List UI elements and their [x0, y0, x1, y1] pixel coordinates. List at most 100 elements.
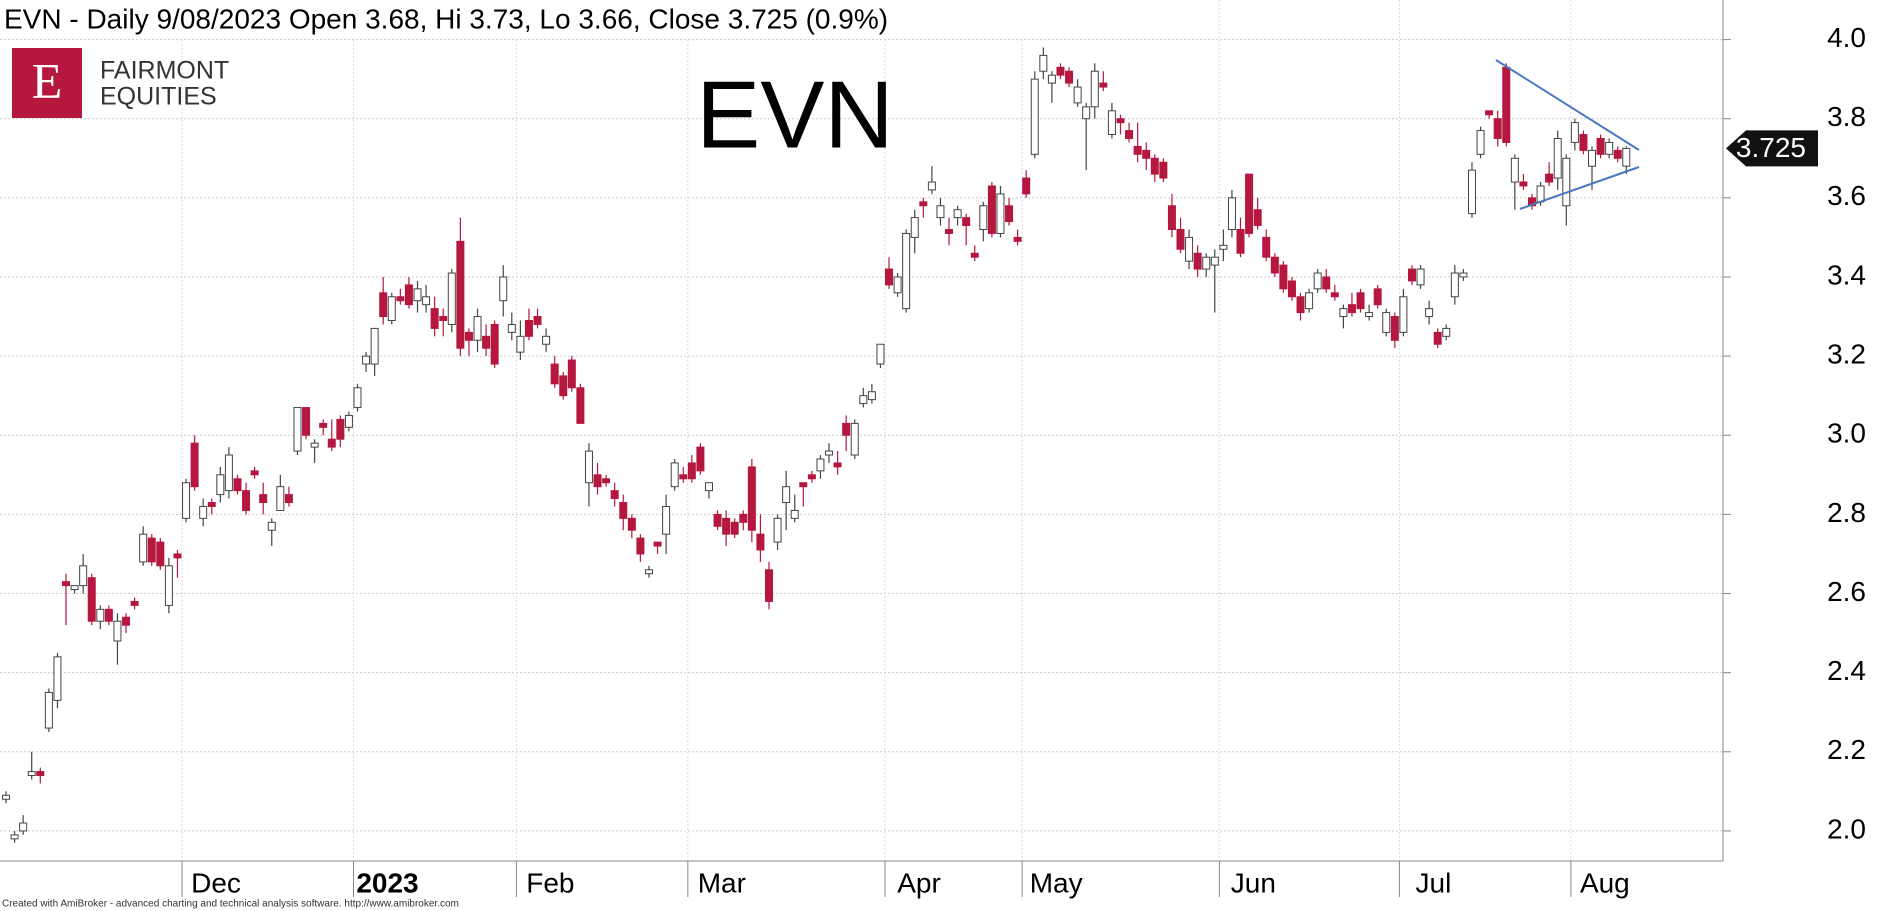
candle-body — [284, 494, 293, 504]
candle-body — [259, 494, 268, 504]
y-tick-label: 2.4 — [1827, 655, 1866, 686]
candle-body — [302, 407, 311, 436]
y-tick-label: 2.2 — [1827, 734, 1866, 765]
candle-body — [216, 474, 225, 496]
candle-body — [190, 442, 199, 488]
candle-body — [1056, 66, 1065, 76]
candle-body — [1142, 149, 1151, 159]
y-tick-label: 3.6 — [1827, 180, 1866, 211]
y-tick-label: 3.2 — [1827, 339, 1866, 370]
candle-body — [70, 585, 79, 591]
candle-body — [173, 553, 182, 559]
x-tick-label: Apr — [897, 867, 941, 898]
x-tick-label: 2023 — [356, 867, 418, 898]
candle-body — [1390, 316, 1399, 341]
candle-body — [379, 292, 388, 318]
y-tick-label: 3.0 — [1827, 418, 1866, 449]
x-tick-label: Jul — [1416, 867, 1452, 898]
candle-body — [507, 323, 516, 333]
candle-body — [1065, 70, 1074, 84]
candle-body — [413, 288, 422, 302]
candle-body — [182, 482, 191, 519]
candle-body — [1245, 173, 1254, 234]
candle-body — [130, 600, 139, 606]
candle-body — [850, 422, 859, 456]
candle-body — [1167, 205, 1176, 230]
x-tick-label: Aug — [1580, 867, 1630, 898]
candle-body — [1450, 272, 1459, 298]
candle-body — [953, 209, 962, 219]
candle-body — [533, 316, 542, 325]
candle-body — [1150, 157, 1159, 175]
candle-body — [310, 442, 319, 448]
candle-body — [370, 327, 379, 365]
candle-body — [902, 232, 911, 310]
candle-body — [113, 620, 122, 642]
candle-body — [722, 517, 731, 535]
candle-body — [816, 458, 825, 472]
candle-body — [44, 691, 53, 729]
candle-body — [1407, 268, 1416, 282]
candles — [2, 47, 1631, 843]
candle-body — [859, 395, 868, 405]
candle-body — [387, 296, 396, 322]
candle-body — [1082, 106, 1091, 120]
candle-body — [336, 418, 345, 440]
candle-body — [524, 320, 533, 337]
candle-body — [53, 656, 62, 701]
x-tick-label: Mar — [698, 867, 746, 898]
candle-body — [1039, 54, 1048, 72]
candle-body — [773, 517, 782, 543]
candle-body — [62, 581, 71, 587]
y-tick-label: 2.8 — [1827, 497, 1866, 528]
candle-body — [1613, 149, 1622, 159]
candle-body — [1296, 296, 1305, 314]
candle-body — [945, 228, 954, 234]
candle-body — [499, 276, 508, 302]
candle-body — [970, 252, 979, 258]
candle-body — [730, 521, 739, 535]
candle-body — [636, 537, 645, 555]
candle-body — [885, 268, 894, 286]
candle-body — [1227, 197, 1236, 230]
candle-body — [962, 217, 971, 227]
candle-body — [756, 533, 765, 551]
candle-body — [147, 537, 156, 563]
candle-body — [1090, 70, 1099, 108]
candle-body — [276, 486, 285, 511]
candle-body — [1545, 173, 1554, 183]
candle-body — [464, 331, 473, 341]
last-price-label: 3.725 — [1736, 132, 1806, 163]
candle-body — [27, 771, 36, 777]
candle-body — [1270, 256, 1279, 274]
candle-body — [1159, 161, 1168, 179]
candle-body — [1416, 268, 1425, 286]
candle-body — [1553, 137, 1562, 179]
candle-body — [1099, 82, 1108, 88]
candle-body — [1356, 292, 1365, 310]
candle-body — [242, 490, 251, 511]
candle-body — [1502, 66, 1511, 143]
candle-body — [979, 205, 988, 230]
candle-body — [79, 565, 88, 587]
candle-body — [602, 478, 611, 484]
candle-body — [267, 521, 276, 531]
candle-body — [1570, 122, 1579, 143]
candle-body — [1022, 177, 1031, 195]
candle-body — [576, 387, 585, 424]
candle-body — [1322, 276, 1331, 290]
candle-body — [164, 565, 173, 606]
x-tick-label: Dec — [191, 867, 241, 898]
logo-text: EQUITIES — [100, 83, 217, 111]
candle-body — [327, 438, 336, 448]
candle-body — [662, 505, 671, 535]
candle-body — [747, 466, 756, 531]
x-tick-label: May — [1030, 867, 1083, 898]
chart-title: EVN - Daily 9/08/2023 Open 3.68, Hi 3.73… — [4, 3, 888, 34]
trend-line — [1495, 59, 1640, 151]
candle-body — [1185, 236, 1194, 262]
candle-body — [1485, 110, 1494, 116]
candle-body — [782, 486, 791, 504]
candle-body — [1579, 134, 1588, 151]
